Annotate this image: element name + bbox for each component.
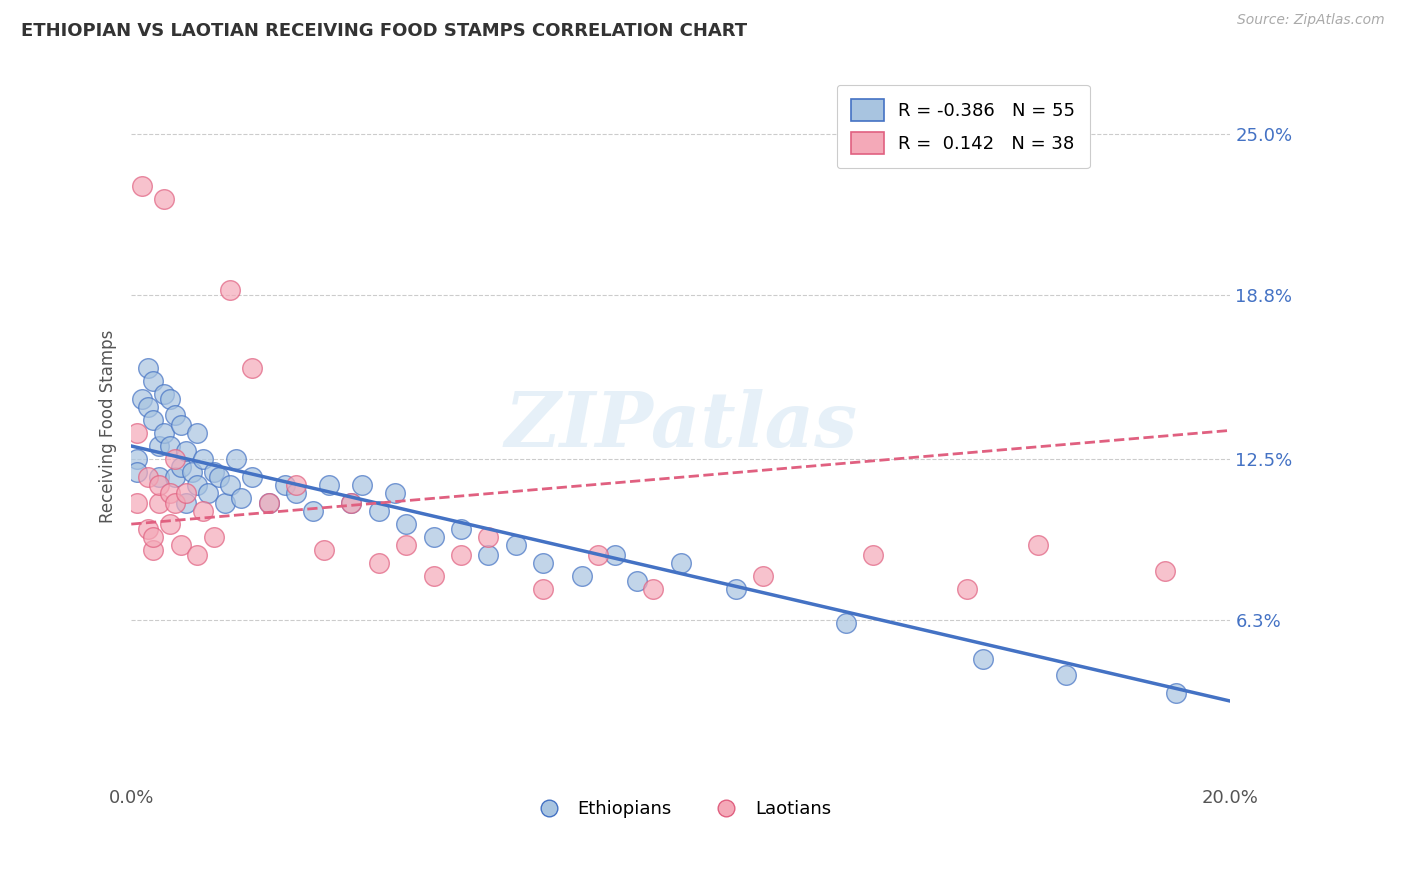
Point — [588, 549, 610, 563]
Point — [505, 538, 527, 552]
Point — [956, 582, 979, 597]
Point — [367, 504, 389, 518]
Point — [395, 517, 418, 532]
Point — [174, 496, 197, 510]
Point — [186, 425, 208, 440]
Point — [186, 478, 208, 492]
Point — [174, 444, 197, 458]
Point — [191, 452, 214, 467]
Text: ETHIOPIAN VS LAOTIAN RECEIVING FOOD STAMPS CORRELATION CHART: ETHIOPIAN VS LAOTIAN RECEIVING FOOD STAM… — [21, 22, 747, 40]
Point — [724, 582, 747, 597]
Point — [669, 556, 692, 570]
Point — [159, 517, 181, 532]
Point — [131, 392, 153, 406]
Point — [136, 522, 159, 536]
Point — [142, 374, 165, 388]
Point — [1054, 668, 1077, 682]
Point — [533, 556, 555, 570]
Point — [225, 452, 247, 467]
Point — [301, 504, 323, 518]
Point — [214, 496, 236, 510]
Point — [450, 549, 472, 563]
Point — [318, 478, 340, 492]
Point — [153, 387, 176, 401]
Point — [165, 470, 187, 484]
Point — [972, 652, 994, 666]
Point — [231, 491, 253, 505]
Point — [202, 465, 225, 479]
Point — [159, 439, 181, 453]
Text: ZIPatlas: ZIPatlas — [505, 390, 858, 464]
Point — [170, 418, 193, 433]
Point — [367, 556, 389, 570]
Point — [1164, 686, 1187, 700]
Point — [477, 549, 499, 563]
Point — [208, 470, 231, 484]
Point — [1153, 564, 1175, 578]
Point — [626, 574, 648, 589]
Point — [219, 283, 242, 297]
Point — [752, 569, 775, 583]
Point — [131, 178, 153, 193]
Point — [148, 470, 170, 484]
Point — [240, 360, 263, 375]
Point — [384, 486, 406, 500]
Point — [170, 459, 193, 474]
Point — [142, 530, 165, 544]
Point — [148, 439, 170, 453]
Point — [285, 478, 308, 492]
Point — [477, 530, 499, 544]
Point — [1026, 538, 1049, 552]
Point — [136, 360, 159, 375]
Point — [186, 549, 208, 563]
Point — [285, 486, 308, 500]
Point — [153, 425, 176, 440]
Point — [174, 486, 197, 500]
Point — [643, 582, 665, 597]
Point — [180, 465, 202, 479]
Point — [165, 452, 187, 467]
Point — [153, 192, 176, 206]
Point — [159, 486, 181, 500]
Point — [148, 496, 170, 510]
Point — [533, 582, 555, 597]
Point — [603, 549, 626, 563]
Point — [450, 522, 472, 536]
Point — [125, 425, 148, 440]
Point — [352, 478, 374, 492]
Point — [395, 538, 418, 552]
Point — [125, 496, 148, 510]
Point — [148, 478, 170, 492]
Point — [197, 486, 219, 500]
Point — [274, 478, 297, 492]
Point — [142, 543, 165, 558]
Legend: Ethiopians, Laotians: Ethiopians, Laotians — [523, 793, 838, 825]
Point — [240, 470, 263, 484]
Point — [340, 496, 363, 510]
Point — [136, 470, 159, 484]
Point — [202, 530, 225, 544]
Point — [170, 538, 193, 552]
Point — [142, 413, 165, 427]
Point — [191, 504, 214, 518]
Point — [340, 496, 363, 510]
Point — [835, 615, 858, 630]
Point — [165, 408, 187, 422]
Point — [571, 569, 593, 583]
Y-axis label: Receiving Food Stamps: Receiving Food Stamps — [100, 330, 117, 524]
Point — [862, 549, 884, 563]
Point — [125, 452, 148, 467]
Point — [312, 543, 335, 558]
Point — [125, 465, 148, 479]
Point — [257, 496, 280, 510]
Point — [219, 478, 242, 492]
Point — [159, 392, 181, 406]
Point — [422, 569, 444, 583]
Point — [422, 530, 444, 544]
Text: Source: ZipAtlas.com: Source: ZipAtlas.com — [1237, 13, 1385, 28]
Point — [165, 496, 187, 510]
Point — [136, 400, 159, 414]
Point — [257, 496, 280, 510]
